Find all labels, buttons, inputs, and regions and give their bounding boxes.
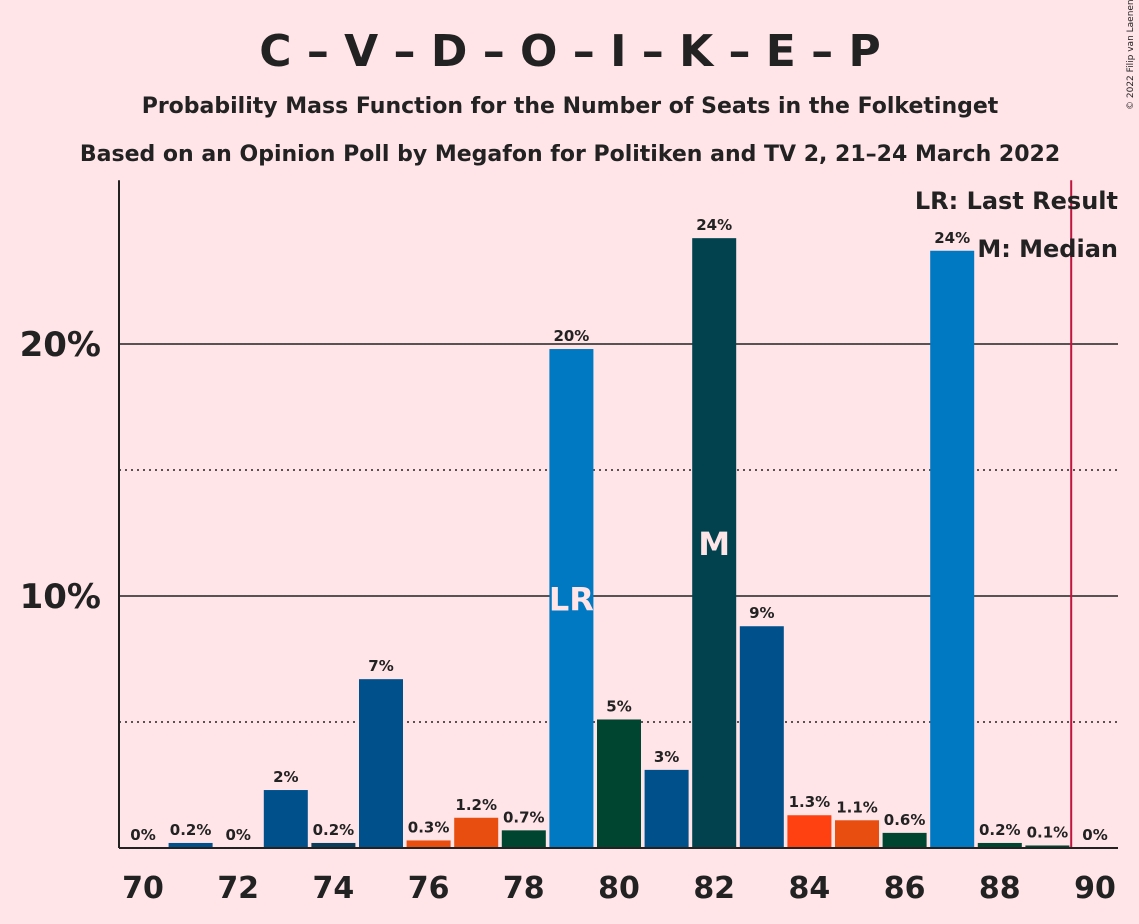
bar-84	[787, 815, 832, 848]
x-tick-72: 72	[217, 871, 259, 906]
bar-80	[597, 719, 641, 848]
bar-85	[835, 820, 879, 848]
bar-labels-group: 0% 0.2% 0% 2% 0.2% 7% 0.3% 1.2% 0.7% 20% 5% 3% 24% 9%…	[130, 216, 1107, 844]
bar-label-81: 3%	[654, 748, 679, 766]
bar-label-85: 1.1%	[836, 798, 878, 816]
x-tick-82: 82	[693, 871, 735, 906]
bar-marks-group: LR M	[549, 525, 730, 618]
bar-label-70: 0%	[130, 826, 155, 844]
bar-78	[501, 830, 546, 848]
bar-88	[977, 842, 1022, 848]
bar-76	[406, 840, 451, 848]
bar-label-87: 24%	[934, 229, 970, 247]
chart-subtitle-line2: Based on an Opinion Poll by Megafon for …	[80, 142, 1060, 167]
chart-title: C – V – D – O – I – K – E – P	[259, 26, 881, 77]
bar-label-90: 0%	[1082, 826, 1107, 844]
y-tick-20: 20%	[20, 325, 101, 365]
bar-label-84: 1.3%	[789, 793, 831, 811]
bar-label-78: 0.7%	[503, 808, 545, 826]
bar-label-74: 0.2%	[313, 821, 355, 839]
x-tick-74: 74	[313, 871, 355, 906]
bar-73	[263, 790, 308, 848]
bar-label-77: 1.2%	[455, 796, 497, 814]
x-tick-88: 88	[979, 871, 1021, 906]
bar-75	[359, 679, 403, 848]
bar-mark-lr: LR	[549, 581, 594, 619]
bar-74	[311, 842, 356, 848]
x-tick-84: 84	[789, 871, 831, 906]
bar-79	[549, 349, 594, 848]
bar-81	[644, 769, 689, 848]
bar-label-88: 0.2%	[979, 821, 1021, 839]
bar-label-75: 7%	[368, 657, 393, 675]
bar-label-82: 24%	[696, 216, 732, 234]
chart-subtitle-line1: Probability Mass Function for the Number…	[142, 94, 999, 119]
x-tick-86: 86	[884, 871, 926, 906]
bar-label-86: 0.6%	[884, 811, 926, 829]
bar-82	[692, 238, 737, 848]
bars-group	[168, 238, 1070, 848]
x-tick-70: 70	[122, 871, 164, 906]
x-tick-76: 76	[408, 871, 450, 906]
bar-77	[454, 817, 499, 848]
bar-87	[930, 250, 975, 848]
x-tick-labels: 70 72 74 76 78 80 82 84 86 88 90	[122, 871, 1116, 906]
legend-last-result: LR: Last Result	[915, 187, 1118, 215]
x-tick-90: 90	[1074, 871, 1116, 906]
bar-mark-m: M	[698, 525, 730, 563]
bar-71	[168, 842, 213, 848]
bar-label-72: 0%	[225, 826, 250, 844]
bar-label-79: 20%	[553, 327, 589, 345]
bar-label-89: 0.1%	[1027, 823, 1069, 841]
bar-83	[739, 626, 784, 848]
bar-86	[882, 832, 927, 848]
x-tick-78: 78	[503, 871, 545, 906]
bar-label-80: 5%	[606, 697, 631, 715]
bar-label-83: 9%	[749, 604, 774, 622]
y-tick-10: 10%	[20, 577, 101, 617]
bar-89	[1025, 845, 1070, 848]
bar-label-73: 2%	[273, 768, 298, 786]
x-tick-80: 80	[598, 871, 640, 906]
legend-median: M: Median	[977, 235, 1118, 263]
y-tick-labels: 10% 20%	[20, 325, 101, 617]
bar-label-71: 0.2%	[170, 821, 212, 839]
bar-label-76: 0.3%	[408, 818, 450, 836]
copyright-note: © 2022 Filip van Laenen	[1126, 0, 1136, 110]
